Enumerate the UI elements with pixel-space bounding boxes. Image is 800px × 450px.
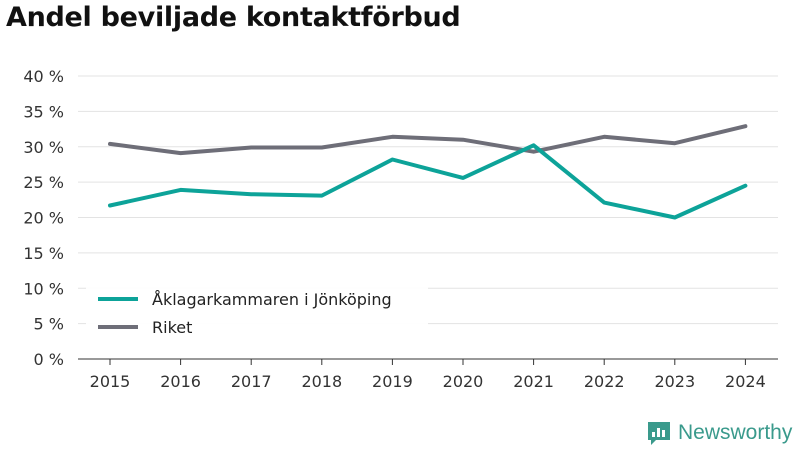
x-tick-label: 2023 [654,372,695,391]
x-tick-label: 2015 [90,372,131,391]
y-tick-label: 30 % [23,138,64,157]
y-tick-label: 0 % [34,350,64,369]
x-tick-label: 2021 [513,372,554,391]
x-tick-label: 2024 [725,372,766,391]
x-axis: 2015 2016 2017 2018 2019 2020 2021 2022 2023 2024 [78,358,778,391]
legend-box [86,283,428,347]
y-tick-label: 10 % [23,279,64,298]
x-tick-label: 2018 [301,372,342,391]
chart-title: Andel beviljade kontaktförbud [6,2,461,33]
brand-name: Newsworthy [678,421,793,444]
series-line [108,124,748,156]
series-line [108,143,748,220]
y-axis: 0 % 5 % 10 % 15 % 20 % 25 % 30 % 35 % 40 % [23,67,64,369]
y-tick-label: 40 % [23,67,64,86]
y-tick-label: 5 % [34,315,64,334]
newsworthy-logo-icon [648,422,670,445]
x-tick-label: 2019 [372,372,413,391]
y-tick-label: 35 % [23,102,64,121]
y-tick-label: 20 % [23,209,64,228]
x-tick-label: 2020 [443,372,484,391]
y-tick-label: 25 % [23,173,64,192]
series-lines [108,124,748,220]
x-tick-label: 2016 [160,372,201,391]
y-tick-label: 15 % [23,244,64,263]
x-tick-label: 2017 [231,372,272,391]
x-tick-label: 2022 [584,372,625,391]
legend-label: Åklagarkammaren i Jönköping [152,290,392,309]
legend: Åklagarkammaren i Jönköping Riket [86,283,428,347]
legend-label: Riket [152,318,192,337]
brand: Newsworthy [646,420,792,446]
